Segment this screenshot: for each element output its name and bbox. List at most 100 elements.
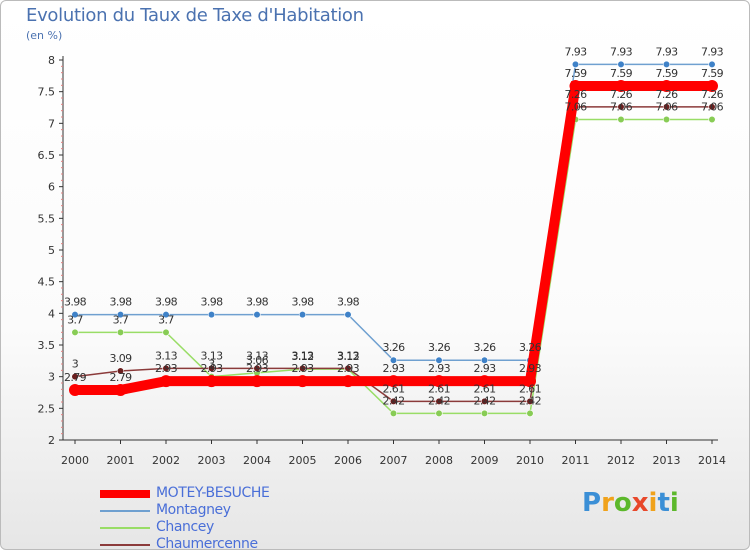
logo-letter: o: [613, 488, 632, 518]
legend-label: Chancey: [156, 519, 214, 535]
series-point-0: [69, 383, 81, 396]
legend-swatch: [100, 490, 150, 498]
data-label: 3.12: [337, 350, 359, 363]
data-label: 7.93: [610, 45, 633, 58]
x-tick-label: 2006: [334, 454, 362, 467]
data-label: 3.26: [382, 341, 405, 354]
data-label: 3.7: [113, 313, 129, 326]
data-label: 3.7: [158, 313, 174, 326]
data-label: 3.26: [428, 341, 451, 354]
x-tick-label: 2005: [289, 454, 317, 467]
data-label: 3.98: [246, 296, 269, 309]
logo-letter: t: [657, 488, 670, 518]
logo-letter: P: [582, 488, 602, 518]
data-label: 7.93: [564, 45, 587, 58]
series-point-1: [116, 311, 125, 319]
series-point-3: [389, 397, 398, 405]
series-point-1: [253, 311, 261, 319]
y-tick-label: 6: [48, 181, 55, 194]
x-tick-label: 2003: [198, 454, 226, 467]
data-label: 3.98: [109, 296, 132, 309]
series-point-0: [160, 375, 172, 388]
series-point-2: [116, 328, 125, 336]
series-point-0: [433, 375, 445, 388]
series-point-3: [617, 103, 625, 111]
data-label: 3.13: [155, 349, 178, 362]
data-label: 2.42: [382, 394, 404, 407]
data-label: 2.93: [246, 362, 269, 375]
series-point-2: [708, 115, 716, 124]
logo-letter: i: [648, 488, 658, 518]
data-label: 7.59: [564, 67, 587, 80]
y-tick-label: 7: [48, 117, 55, 130]
data-label: 7.93: [655, 45, 678, 58]
series-point-3: [116, 367, 125, 375]
series-point-1: [435, 356, 443, 364]
data-label: 7.59: [610, 67, 633, 80]
x-tick-label: 2000: [61, 454, 89, 467]
data-label: 3.98: [337, 296, 360, 309]
series-point-0: [569, 79, 582, 92]
series-point-0: [615, 79, 627, 92]
x-tick-label: 2014: [698, 454, 726, 467]
x-tick-label: 2009: [471, 454, 499, 467]
series-point-0: [706, 79, 718, 92]
y-tick-label: 5.5: [38, 212, 56, 225]
series-point-2: [162, 328, 170, 336]
data-label: 3.98: [155, 296, 178, 309]
series-point-2: [617, 115, 625, 124]
series-point-3: [435, 397, 443, 405]
series-point-2: [480, 409, 489, 418]
data-label: 3.7: [67, 313, 83, 326]
x-tick-label: 2007: [380, 454, 408, 467]
x-tick-label: 2012: [607, 454, 635, 467]
series-point-0: [387, 375, 400, 388]
series-point-3: [162, 364, 170, 373]
y-tick-label: 6.5: [38, 149, 56, 162]
chart-subtitle: (en %): [26, 29, 63, 42]
x-tick-label: 2008: [425, 454, 453, 467]
data-label: 3.06: [246, 354, 269, 367]
legend-swatch: [100, 527, 150, 529]
series-point-3: [708, 103, 716, 111]
y-tick-label: 2.5: [38, 402, 56, 415]
series-point-2: [526, 409, 534, 418]
data-label: 3.12: [291, 350, 313, 363]
x-tick-label: 2011: [562, 454, 590, 467]
data-label: 2.93: [200, 362, 223, 375]
data-label: 2.61: [473, 382, 495, 395]
series-point-3: [207, 364, 216, 373]
y-tick-label: 7.5: [38, 86, 56, 99]
series-point-3: [662, 103, 671, 111]
series-point-2: [389, 409, 398, 418]
logo-letter: x: [631, 488, 649, 518]
data-label: 7.59: [655, 67, 678, 80]
data-label: 7.59: [701, 67, 724, 80]
series-point-1: [571, 60, 580, 69]
data-label: 2.93: [155, 362, 178, 375]
series-point-3: [480, 397, 489, 405]
series-point-1: [162, 311, 170, 319]
legend-swatch: [100, 544, 150, 546]
data-label: 2.61: [428, 382, 450, 395]
logo-letter: r: [601, 488, 614, 518]
y-tick-label: 4: [48, 307, 55, 320]
series-point-1: [662, 60, 671, 69]
series-point-3: [526, 397, 534, 405]
data-label: 7.06: [701, 101, 724, 114]
data-label: 2.93: [382, 362, 405, 375]
data-label: 2.42: [519, 394, 541, 407]
data-label: 2.93: [428, 362, 451, 375]
series-point-1: [207, 311, 216, 319]
data-label: 7.26: [610, 88, 633, 101]
x-tick-label: 2002: [152, 454, 180, 467]
series-point-3: [253, 364, 261, 373]
x-tick-label: 2010: [516, 454, 544, 467]
data-label: 3: [208, 358, 215, 371]
x-tick-label: 2013: [653, 454, 681, 467]
data-label: 3.13: [246, 349, 269, 362]
data-label: 3: [72, 358, 79, 371]
data-label: 7.06: [655, 101, 678, 114]
